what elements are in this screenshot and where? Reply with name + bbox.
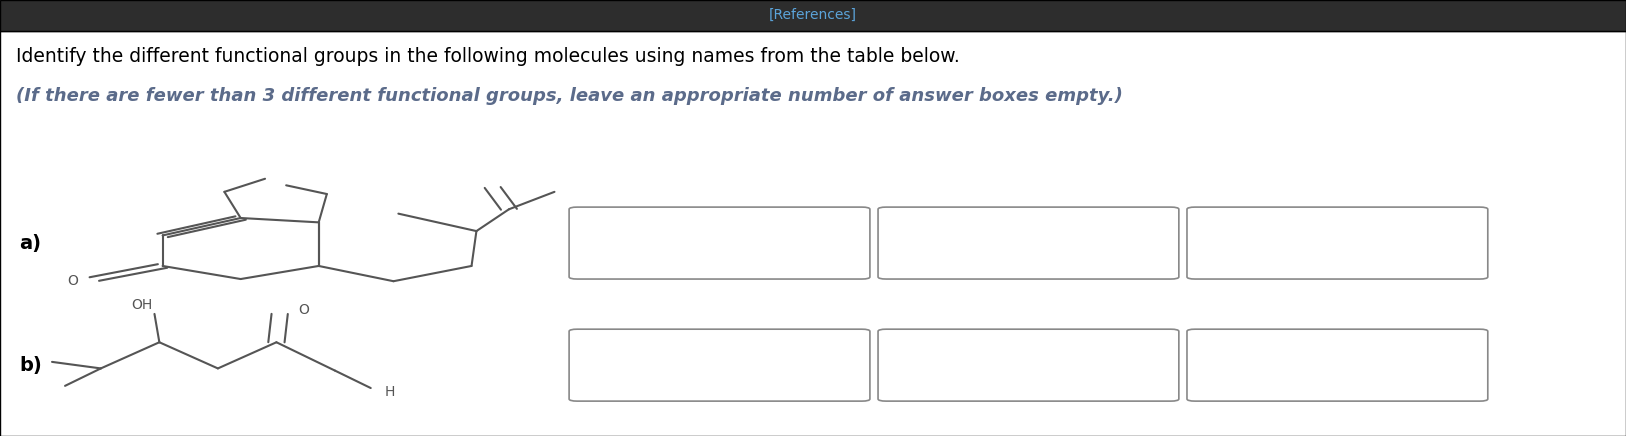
Text: H: H [385,385,395,399]
FancyBboxPatch shape [0,31,1626,436]
Text: O: O [299,303,309,317]
Text: b): b) [20,356,42,375]
Text: O: O [68,274,78,288]
Text: [References]: [References] [769,8,857,22]
FancyBboxPatch shape [0,0,1626,31]
FancyBboxPatch shape [878,329,1179,401]
Text: (If there are fewer than 3 different functional groups, leave an appropriate num: (If there are fewer than 3 different fun… [16,87,1124,105]
Text: a): a) [20,234,42,252]
FancyBboxPatch shape [1187,207,1488,279]
Text: Identify the different functional groups in the following molecules using names : Identify the different functional groups… [16,47,959,66]
Text: OH: OH [130,298,153,312]
FancyBboxPatch shape [569,207,870,279]
FancyBboxPatch shape [569,329,870,401]
FancyBboxPatch shape [878,207,1179,279]
FancyBboxPatch shape [1187,329,1488,401]
